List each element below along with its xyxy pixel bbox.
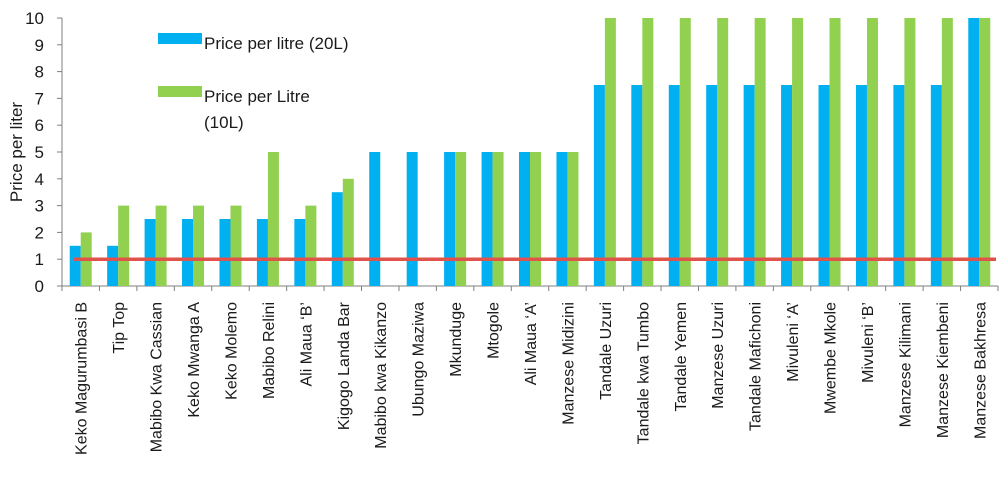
bar-price-20l	[331, 192, 343, 286]
x-category-label: Mkunduge	[448, 302, 465, 377]
x-category-label: Mabibo Relini	[261, 302, 278, 399]
bar-price-20l	[668, 85, 680, 286]
x-category-label: Tandale kwa Tumbo	[635, 302, 652, 444]
y-tick-label: 6	[35, 116, 44, 135]
legend-label: Price per litre (20L)	[204, 34, 349, 53]
bar-price-20l	[294, 219, 306, 286]
bar-price-20l	[481, 152, 493, 286]
x-category-label: Mwembe Mkole	[823, 302, 840, 414]
x-category-label: Keko Mwanga A	[186, 302, 203, 418]
x-category-label: Manzese Kilimani	[897, 302, 914, 427]
bar-price-10l	[979, 18, 991, 286]
y-tick-label: 10	[25, 9, 44, 28]
bar-price-10l	[866, 18, 878, 286]
bar-price-20l	[631, 85, 643, 286]
bar-price-10l	[679, 18, 691, 286]
y-tick-label: 4	[35, 170, 44, 189]
bar-price-20l	[593, 85, 605, 286]
bar-price-20l	[930, 85, 942, 286]
x-category-label: Keko Magurumbasi B	[74, 302, 91, 455]
x-category-label: Tandale Yemen	[673, 302, 690, 411]
y-tick-label: 5	[35, 143, 44, 162]
bar-price-10l	[754, 18, 766, 286]
y-tick-label: 9	[35, 36, 44, 55]
legend-label: Price per Litre	[204, 87, 310, 106]
x-category-label: Ubungo Maziwa	[411, 302, 428, 417]
bar-price-20l	[968, 18, 980, 286]
bar-price-10l	[305, 205, 317, 286]
y-tick-label: 7	[35, 89, 44, 108]
bar-price-20l	[107, 245, 119, 286]
x-category-label: Manzese Uzuri	[710, 302, 727, 409]
bar-price-20l	[219, 219, 231, 286]
x-category-label: Ali Maua ‘B’	[298, 302, 315, 386]
bar-price-20l	[256, 219, 268, 286]
x-category-label: Tip Top	[111, 302, 128, 354]
y-tick-label: 8	[35, 63, 44, 82]
x-category-label: Mtogole	[486, 302, 503, 359]
bar-price-10l	[717, 18, 729, 286]
bar-price-10l	[941, 18, 953, 286]
legend-label: (10L)	[204, 113, 244, 132]
bar-price-20l	[855, 85, 867, 286]
bar-price-10l	[530, 152, 541, 286]
legend-swatch-price-10l	[158, 86, 202, 97]
bar-price-10l	[792, 18, 804, 286]
bar-price-20l	[444, 152, 456, 286]
x-category-label: Kigogo Landa Bar	[336, 301, 353, 430]
bar-price-10l	[642, 18, 654, 286]
bar-price-10l	[155, 205, 167, 286]
x-category-label: Mabibo kwa Kikanzo	[373, 302, 390, 449]
bar-price-20l	[556, 152, 568, 286]
bar-price-10l	[829, 18, 841, 286]
bar-price-20l	[893, 85, 905, 286]
bar-price-20l	[406, 152, 418, 286]
bar-price-20l	[781, 85, 793, 286]
y-tick-label: 1	[35, 250, 44, 269]
y-tick-label: 3	[35, 197, 44, 216]
bar-price-20l	[743, 85, 755, 286]
bar-price-20l	[182, 219, 194, 286]
x-category-label: Keko Molemo	[223, 302, 240, 400]
bar-price-10l	[904, 18, 916, 286]
bar-price-10l	[455, 152, 467, 286]
bar-price-10l	[267, 152, 279, 286]
x-category-label: Ali Maua ‘A’	[523, 302, 540, 385]
y-tick-label: 2	[35, 223, 44, 242]
legend-swatch-price-20l	[158, 33, 202, 44]
x-category-label: Manzese Bakhresa	[972, 302, 989, 439]
x-category-label: Mivuleni ‘B’	[860, 302, 877, 383]
bar-price-10l	[193, 205, 205, 286]
bar-price-10l	[604, 18, 616, 286]
x-category-label: Manzese Midizini	[560, 302, 577, 425]
bar-price-10l	[118, 205, 130, 286]
bar-price-20l	[706, 85, 718, 286]
bar-price-10l	[230, 205, 242, 286]
y-axis-label: Price per liter	[7, 102, 26, 202]
x-category-label: Mivuleni ‘A’	[785, 302, 802, 382]
bar-price-20l	[369, 152, 381, 286]
bar-price-10l	[492, 152, 504, 286]
bar-price-10l	[567, 152, 579, 286]
bar-price-20l	[519, 152, 530, 286]
x-category-label: Mabibo Kwa Cassian	[149, 302, 166, 452]
bar-price-20l	[144, 219, 156, 286]
x-category-label: Tandale Uzuri	[598, 302, 615, 400]
bar-price-10l	[342, 178, 354, 286]
y-tick-label: 0	[35, 277, 44, 296]
x-category-label: Tandale Mafichoni	[748, 302, 765, 431]
bar-price-20l	[818, 85, 830, 286]
bar-price-20l	[69, 245, 81, 286]
x-category-label: Manzese Kiembeni	[935, 302, 952, 438]
